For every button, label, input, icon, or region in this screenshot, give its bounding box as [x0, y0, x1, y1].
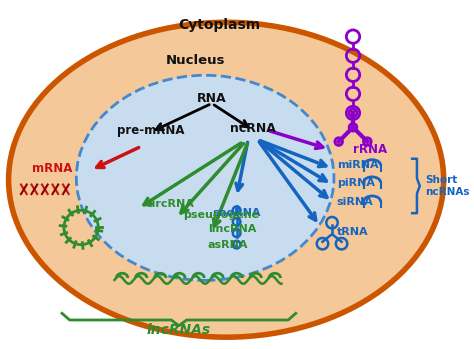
Text: piRNA: piRNA [337, 178, 375, 188]
Text: miRNA: miRNA [337, 161, 378, 170]
Ellipse shape [76, 75, 334, 280]
Text: siRNA: siRNA [337, 197, 374, 207]
Text: Cytoplasm: Cytoplasm [178, 18, 261, 32]
Text: tRNA: tRNA [337, 227, 368, 237]
Text: rRNA: rRNA [353, 143, 387, 156]
Text: circRNA: circRNA [145, 199, 194, 209]
Text: lincRNA: lincRNA [208, 224, 256, 235]
Text: asRNA: asRNA [208, 240, 248, 250]
Text: pseudogene: pseudogene [183, 210, 259, 220]
Ellipse shape [9, 22, 444, 337]
Text: snoRNA: snoRNA [212, 208, 261, 218]
Text: mRNA: mRNA [32, 162, 73, 175]
Text: Nucleus: Nucleus [166, 54, 225, 67]
Text: pre-mRNA: pre-mRNA [117, 124, 184, 137]
Text: RNA: RNA [197, 92, 227, 105]
Text: lncRNAs: lncRNAs [147, 324, 211, 337]
Text: ncRNA: ncRNA [230, 122, 276, 135]
Text: Short
ncRNAs: Short ncRNAs [426, 175, 470, 197]
